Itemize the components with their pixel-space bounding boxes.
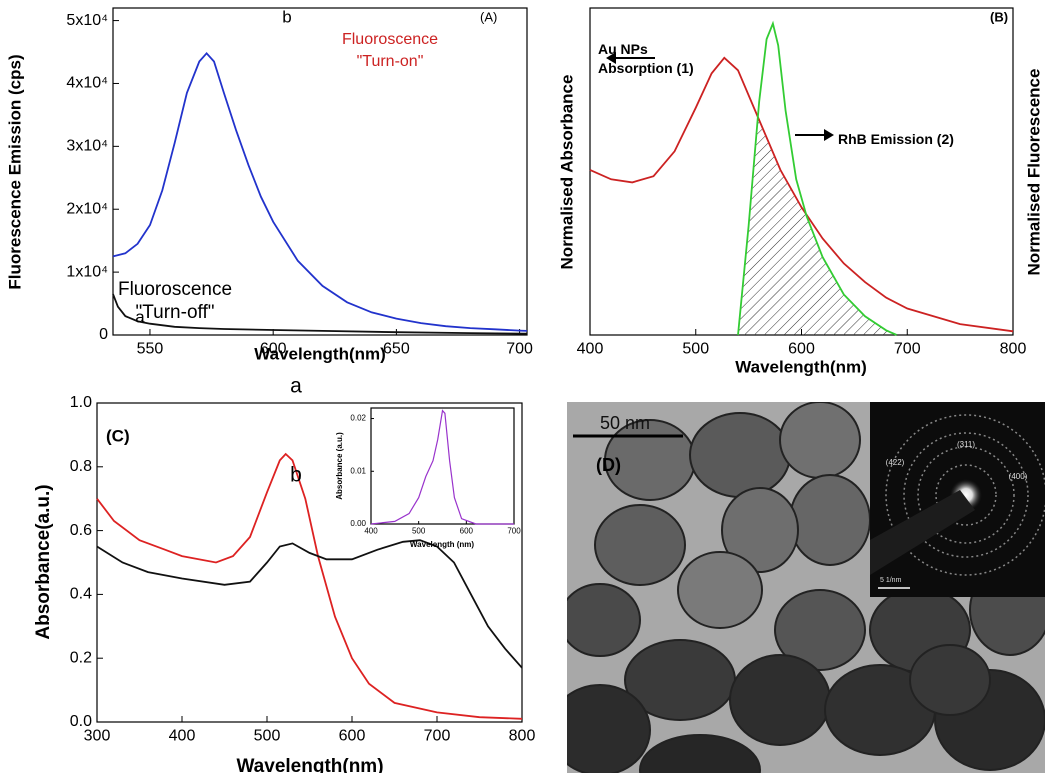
panel-label: (D) — [596, 455, 621, 475]
x-tick-label: 400 — [577, 341, 604, 358]
y-axis-title: Normalised Absorbance — [557, 75, 576, 270]
annotation: Fluoroscence — [342, 31, 438, 48]
x-tick-label: 400 — [364, 526, 378, 535]
y-tick-label: 1.0 — [70, 394, 92, 411]
panel-label: (A) — [480, 9, 497, 24]
figure: 50 nm (D) (311) (422) (400) 5 1/nm 550 60… — [0, 0, 1048, 773]
y-tick-label: 0.4 — [70, 586, 92, 603]
y-tick-label: 0.01 — [350, 466, 366, 475]
chart-panel: 400 500 600 700 0.00 0.01 0.02 Wavelength (nm) A… — [335, 408, 521, 549]
annotation: "Turn-off" — [136, 302, 215, 323]
x-tick-label: 800 — [1000, 341, 1027, 358]
arrow-head — [824, 129, 834, 141]
inset-scale-label: 5 1/nm — [880, 577, 902, 584]
annotation: Fluoroscence — [118, 279, 232, 300]
chart-panel: 400 500 600 700 800 Au NPs Absorption (1) RhB … — [557, 8, 1043, 376]
x-axis-title: Wavelength (nm) — [410, 540, 474, 549]
y-axis-title-right: Normalised Fluorescence — [1024, 69, 1043, 276]
series-name: RhB Emission (2) — [838, 130, 998, 149]
y-tick-label: 3x10⁴ — [66, 138, 108, 155]
y-tick-label: 0.8 — [70, 458, 92, 475]
y-tick-label: 0.6 — [70, 522, 92, 539]
x-axis-title: Wavelength(nm) — [236, 756, 383, 773]
y-axis-title: Absorbance (a.u.) — [335, 432, 344, 500]
series-label: RhB Emission (2) — [838, 130, 998, 180]
y-tick-label: 4x10⁴ — [66, 75, 108, 92]
series-label: b — [282, 7, 291, 26]
x-tick-label: 600 — [788, 341, 815, 358]
panel-label: (C) — [106, 426, 130, 445]
diffraction-label: (400) — [1009, 472, 1028, 481]
y-tick-label: 0.02 — [350, 414, 366, 423]
panel-label: (B) — [990, 9, 1008, 24]
series-label: b — [290, 464, 302, 487]
x-tick-label: 600 — [460, 526, 474, 535]
x-tick-label: 700 — [424, 728, 451, 745]
series-line — [97, 540, 522, 668]
y-tick-label: 1x10⁴ — [66, 263, 108, 280]
x-tick-label: 700 — [506, 341, 533, 358]
series-label: Au NPs Absorption (1) — [598, 40, 708, 90]
series-label: a — [290, 375, 302, 398]
annotation: "Turn-on" — [357, 53, 424, 70]
y-tick-label: 0.2 — [70, 649, 92, 666]
x-tick-label: 600 — [339, 728, 366, 745]
y-tick-label: 0.00 — [350, 519, 366, 528]
y-tick-label: 0 — [99, 326, 108, 343]
x-axis-title: Wavelength(nm) — [254, 344, 386, 363]
x-tick-label: 650 — [383, 341, 410, 358]
x-tick-label: 800 — [509, 728, 536, 745]
x-tick-label: 500 — [254, 728, 281, 745]
x-axis-title: Wavelength(nm) — [735, 357, 867, 376]
diffraction-label: (311) — [957, 440, 975, 449]
x-tick-label: 400 — [169, 728, 196, 745]
plot-frame — [371, 408, 514, 524]
x-tick-label: 500 — [682, 341, 709, 358]
x-tick-label: 700 — [894, 341, 921, 358]
figure-canvas: 50 nm (D) (311) (422) (400) 5 1/nm 550 60… — [0, 0, 1048, 773]
x-tick-label: 550 — [137, 341, 164, 358]
y-axis-title: Absorbance(a.u.) — [33, 484, 54, 639]
tem-image — [550, 402, 1048, 773]
y-tick-label: 2x10⁴ — [66, 200, 108, 217]
y-tick-label: 0.0 — [70, 713, 92, 730]
diffraction-label: (422) — [886, 458, 905, 467]
scale-bar-label: 50 nm — [600, 413, 650, 433]
y-axis-title: Fluorescence Emission (cps) — [5, 54, 24, 289]
x-tick-label: 700 — [507, 526, 521, 535]
y-tick-label: 5x10⁴ — [66, 12, 108, 29]
x-tick-label: 500 — [412, 526, 426, 535]
